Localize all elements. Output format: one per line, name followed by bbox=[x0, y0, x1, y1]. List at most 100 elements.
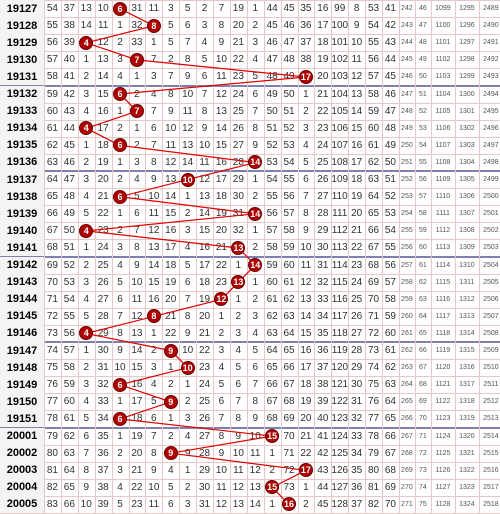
omission-cell: 12 bbox=[215, 88, 227, 100]
omission-cell: 4 bbox=[117, 481, 123, 493]
stat-cell: 251 bbox=[401, 158, 413, 166]
grid-line bbox=[0, 479, 500, 480]
omission-cell: 118 bbox=[331, 327, 348, 339]
grid-column-line bbox=[415, 0, 416, 513]
omission-cell: 10 bbox=[148, 481, 160, 493]
omission-cell: 107 bbox=[331, 139, 349, 151]
omission-cell: 1 bbox=[117, 396, 123, 408]
stat-cell: 2513 bbox=[483, 415, 499, 423]
omission-cell: 11 bbox=[250, 447, 261, 459]
omission-cell: 28 bbox=[232, 156, 244, 168]
omission-cell: 3 bbox=[252, 37, 259, 49]
omission-cell: 29 bbox=[232, 174, 244, 186]
stat-cell: 1311 bbox=[459, 278, 475, 286]
stat-cell: 49 bbox=[418, 56, 427, 64]
omission-cell: 58 bbox=[266, 242, 278, 254]
omission-cell: 5 bbox=[303, 156, 309, 168]
omission-cell: 47 bbox=[63, 174, 75, 186]
omission-cell: 1 bbox=[134, 71, 140, 83]
stat-cell: 1307 bbox=[459, 210, 475, 218]
omission-cell: 10 bbox=[182, 88, 194, 100]
omission-cell: 15 bbox=[131, 362, 143, 374]
omission-cell: 54 bbox=[63, 293, 75, 305]
stat-cell: 1312 bbox=[459, 295, 475, 303]
omission-cell: 35 bbox=[317, 327, 329, 339]
omission-cell: 1 bbox=[83, 242, 90, 254]
omission-cell: 4 bbox=[218, 362, 225, 374]
omission-cell: 78 bbox=[367, 430, 380, 442]
omission-cell: 7 bbox=[83, 447, 90, 459]
stat-cell: 2509 bbox=[483, 347, 499, 355]
omission-cell: 66 bbox=[283, 362, 295, 374]
omission-cell: 26 bbox=[198, 413, 211, 425]
stat-cell: 2494 bbox=[483, 90, 499, 98]
omission-cell: 1 bbox=[151, 37, 157, 49]
omission-cell: 56 bbox=[266, 208, 278, 220]
omission-cell: 45 bbox=[317, 498, 329, 510]
omission-cell: 63 bbox=[384, 379, 396, 391]
omission-cell: 4 bbox=[83, 396, 90, 408]
grid-line bbox=[0, 154, 500, 155]
stat-cell: 1124 bbox=[435, 432, 451, 440]
stat-cell: 1301 bbox=[459, 107, 475, 115]
omission-cell: 53 bbox=[266, 156, 278, 168]
issue-number: 19144 bbox=[0, 290, 44, 308]
omission-cell: 34 bbox=[351, 447, 363, 459]
omission-cell: 16 bbox=[198, 242, 211, 254]
omission-cell: 37 bbox=[317, 362, 329, 374]
omission-cell: 6 bbox=[83, 430, 90, 442]
omission-cell: 22 bbox=[351, 242, 363, 254]
stat-cell: 1104 bbox=[435, 90, 451, 98]
grid-column-line bbox=[145, 0, 146, 513]
omission-cell: 81 bbox=[367, 481, 380, 493]
omission-cell: 41 bbox=[384, 3, 396, 15]
omission-cell: 67 bbox=[367, 242, 380, 254]
stat-cell: 48 bbox=[418, 39, 427, 47]
omission-cell: 1 bbox=[235, 259, 242, 271]
omission-cell: 52 bbox=[266, 139, 278, 151]
omission-cell: 5 bbox=[134, 191, 140, 203]
omission-cell: 55 bbox=[384, 242, 396, 254]
drawn-number-ball: 4 bbox=[79, 121, 94, 136]
omission-cell: 83 bbox=[46, 498, 58, 510]
drawn-number-ball: 13 bbox=[231, 240, 246, 255]
stat-cell: 270 bbox=[401, 483, 413, 491]
issue-number: 19128 bbox=[0, 17, 44, 35]
omission-cell: 11 bbox=[233, 464, 244, 476]
stat-cell: 1321 bbox=[459, 449, 475, 457]
omission-cell: 8 bbox=[235, 413, 242, 425]
drawn-number-ball: 14 bbox=[248, 206, 263, 221]
grid-column-line bbox=[61, 0, 62, 513]
omission-cell: 11 bbox=[300, 259, 312, 271]
omission-cell: 60 bbox=[283, 259, 295, 271]
omission-cell: 21 bbox=[215, 242, 227, 254]
omission-cell: 27 bbox=[232, 139, 244, 151]
omission-cell: 26 bbox=[97, 276, 109, 288]
omission-cell: 45 bbox=[384, 71, 396, 83]
omission-cell: 65 bbox=[63, 481, 75, 493]
omission-cell: 74 bbox=[367, 362, 380, 374]
omission-cell: 2 bbox=[117, 447, 123, 459]
omission-cell: 8 bbox=[151, 447, 157, 459]
omission-cell: 70 bbox=[384, 498, 396, 510]
grid-column-line bbox=[281, 0, 282, 513]
stat-cell: 67 bbox=[418, 364, 427, 372]
omission-cell: 64 bbox=[63, 464, 75, 476]
omission-cell: 7 bbox=[184, 293, 191, 305]
omission-cell: 6 bbox=[218, 396, 225, 408]
omission-cell: 31 bbox=[232, 208, 244, 220]
omission-cell: 4 bbox=[252, 327, 259, 339]
omission-cell: 11 bbox=[97, 20, 109, 32]
stat-cell: 261 bbox=[401, 329, 413, 337]
stat-cell: 1103 bbox=[435, 73, 451, 81]
stat-cell: 53 bbox=[418, 124, 427, 132]
omission-cell: 19 bbox=[351, 191, 363, 203]
stat-cell: 1115 bbox=[435, 278, 451, 286]
omission-cell: 12 bbox=[97, 37, 109, 49]
omission-cell: 7 bbox=[151, 105, 157, 117]
omission-cell: 9 bbox=[184, 71, 191, 83]
stat-cell: 1318 bbox=[459, 398, 475, 406]
omission-cell: 8 bbox=[218, 430, 225, 442]
stat-cell: 266 bbox=[401, 415, 413, 423]
omission-cell: 30 bbox=[317, 242, 329, 254]
